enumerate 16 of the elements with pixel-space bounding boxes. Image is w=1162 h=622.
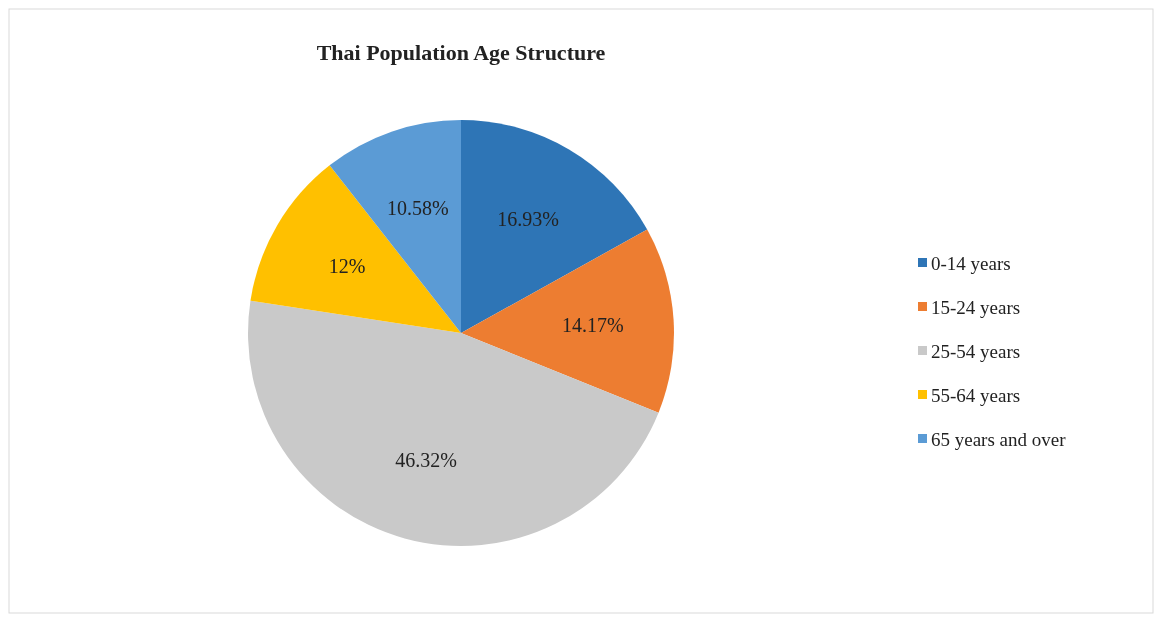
pie-slice bbox=[461, 120, 648, 333]
legend-label: 0-14 years bbox=[931, 252, 1011, 274]
data-label: 16.93% bbox=[497, 208, 559, 231]
data-label: 10.58% bbox=[387, 197, 449, 220]
pie-slice bbox=[461, 229, 674, 413]
legend-label: 15-24 years bbox=[931, 296, 1021, 318]
legend-label: 25-54 years bbox=[931, 340, 1021, 362]
pie-slice bbox=[329, 120, 461, 333]
data-label: 46.32% bbox=[395, 449, 457, 472]
data-label: 12% bbox=[328, 255, 366, 278]
pie-slice bbox=[250, 165, 461, 333]
legend-label: 55-64 years bbox=[931, 384, 1021, 406]
legend-label: 65 years and over bbox=[931, 428, 1067, 450]
chart-title: Thai Population Age Structure bbox=[316, 40, 606, 65]
data-label: 14.17% bbox=[561, 313, 624, 336]
pie-slice bbox=[248, 300, 659, 546]
